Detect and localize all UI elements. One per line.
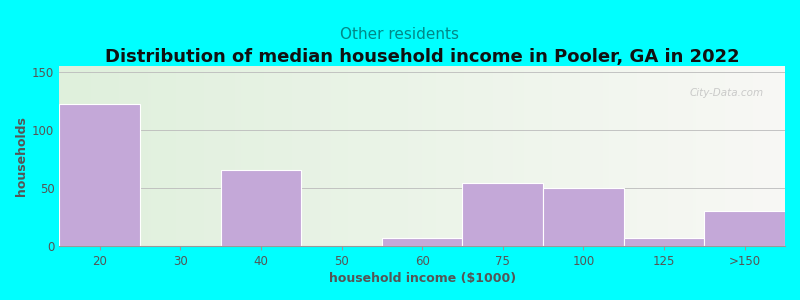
Text: Other residents: Other residents [341,27,459,42]
Bar [462,183,543,246]
Y-axis label: households: households [15,116,28,196]
Bar [221,170,301,246]
Bar [382,238,462,246]
Bar [59,104,140,246]
Bar [704,211,785,246]
Title: Distribution of median household income in Pooler, GA in 2022: Distribution of median household income … [105,48,739,66]
Bar [624,238,704,246]
Text: City-Data.com: City-Data.com [689,88,763,98]
X-axis label: household income ($1000): household income ($1000) [329,272,516,285]
Bar [543,188,624,246]
